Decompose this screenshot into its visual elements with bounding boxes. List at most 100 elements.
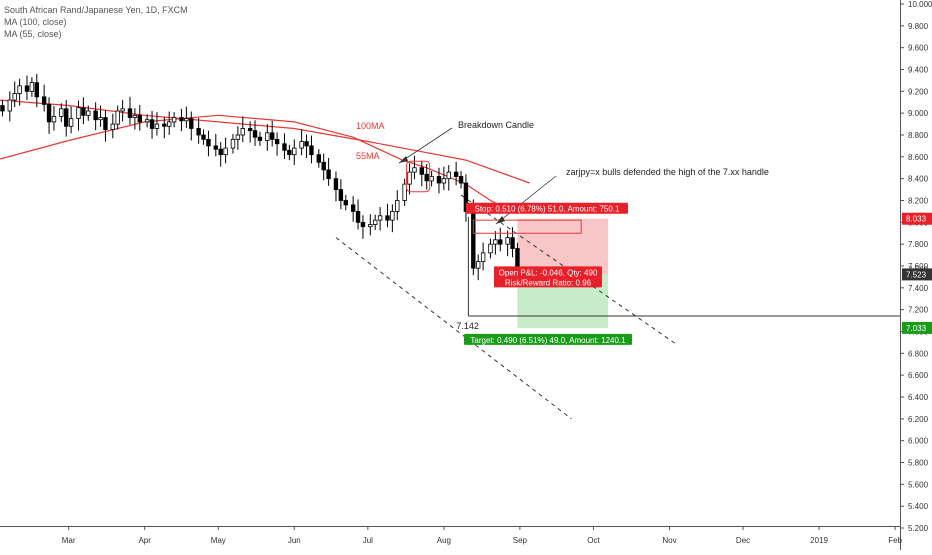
candle[interactable] bbox=[184, 118, 189, 122]
stop-badge-bg[interactable] bbox=[466, 202, 628, 214]
candle[interactable] bbox=[304, 141, 309, 147]
target-price-marker-bg[interactable] bbox=[902, 321, 932, 334]
candle[interactable] bbox=[480, 252, 486, 263]
candle[interactable] bbox=[316, 154, 322, 163]
candle[interactable] bbox=[493, 239, 498, 245]
candle[interactable] bbox=[402, 183, 407, 201]
candle[interactable] bbox=[7, 99, 13, 112]
candle[interactable] bbox=[510, 237, 515, 249]
ma55-legend[interactable]: MA (55, close) bbox=[4, 29, 62, 39]
candle[interactable] bbox=[120, 108, 125, 112]
candle[interactable] bbox=[17, 85, 22, 94]
candle[interactable] bbox=[127, 108, 133, 118]
candle[interactable] bbox=[265, 132, 270, 141]
candle[interactable] bbox=[34, 82, 39, 98]
candle[interactable] bbox=[86, 110, 91, 116]
candle[interactable] bbox=[299, 141, 304, 149]
candle[interactable] bbox=[257, 136, 263, 141]
candle[interactable] bbox=[144, 119, 150, 123]
ma55-line[interactable] bbox=[0, 114, 518, 215]
candle[interactable] bbox=[343, 200, 348, 206]
candle[interactable] bbox=[59, 108, 64, 117]
pnl-badge-bg[interactable] bbox=[494, 266, 602, 288]
candle[interactable] bbox=[24, 85, 30, 92]
candle[interactable] bbox=[93, 110, 98, 121]
candle[interactable] bbox=[338, 189, 344, 201]
candle[interactable] bbox=[64, 108, 69, 127]
candle[interactable] bbox=[235, 134, 241, 140]
candle[interactable] bbox=[171, 117, 177, 123]
candle[interactable] bbox=[252, 130, 258, 138]
candle[interactable] bbox=[167, 121, 172, 127]
candle[interactable] bbox=[282, 143, 287, 151]
candle[interactable] bbox=[76, 107, 81, 120]
candle[interactable] bbox=[51, 116, 57, 123]
candle[interactable] bbox=[412, 167, 417, 173]
candle[interactable] bbox=[196, 128, 201, 136]
candle[interactable] bbox=[270, 132, 275, 140]
candle[interactable] bbox=[498, 239, 503, 245]
candle[interactable] bbox=[395, 200, 400, 212]
candle[interactable] bbox=[333, 178, 339, 190]
candle[interactable] bbox=[463, 182, 469, 212]
candle[interactable] bbox=[137, 114, 142, 123]
candle[interactable] bbox=[419, 167, 424, 175]
trendline[interactable] bbox=[335, 237, 572, 420]
candle[interactable] bbox=[377, 215, 383, 221]
candle[interactable] bbox=[213, 145, 219, 150]
candle[interactable] bbox=[154, 123, 160, 129]
candle[interactable] bbox=[436, 176, 442, 184]
candle[interactable] bbox=[68, 118, 74, 127]
candle[interactable] bbox=[41, 96, 47, 105]
candle[interactable] bbox=[240, 128, 245, 136]
candle[interactable] bbox=[350, 204, 356, 212]
candle[interactable] bbox=[179, 117, 184, 122]
resistance-box[interactable] bbox=[472, 219, 582, 234]
candle[interactable] bbox=[0, 105, 5, 112]
candle[interactable] bbox=[441, 178, 447, 184]
candle[interactable] bbox=[230, 138, 236, 149]
candle[interactable] bbox=[488, 243, 493, 254]
symbol-title[interactable]: South African Rand/Japanese Yen, 1D, FXC… bbox=[4, 5, 188, 15]
stop-price-marker-bg[interactable] bbox=[902, 212, 932, 225]
candle[interactable] bbox=[373, 219, 378, 225]
candle[interactable] bbox=[218, 148, 223, 156]
candle[interactable] bbox=[98, 117, 103, 121]
candle[interactable] bbox=[453, 171, 459, 177]
candle[interactable] bbox=[292, 147, 297, 156]
candle[interactable] bbox=[103, 117, 108, 130]
candle[interactable] bbox=[81, 107, 86, 116]
candle[interactable] bbox=[189, 118, 194, 129]
candle[interactable] bbox=[206, 138, 211, 147]
candle[interactable] bbox=[429, 176, 434, 182]
candle[interactable] bbox=[162, 123, 167, 127]
candle[interactable] bbox=[110, 123, 116, 130]
candle[interactable] bbox=[321, 161, 326, 171]
candle[interactable] bbox=[12, 93, 17, 101]
candle[interactable] bbox=[247, 128, 253, 132]
candle[interactable] bbox=[115, 110, 120, 125]
breakdown-highlight[interactable] bbox=[406, 160, 431, 193]
candle[interactable] bbox=[287, 149, 292, 156]
candle[interactable] bbox=[46, 104, 52, 123]
candle[interactable] bbox=[360, 221, 366, 228]
candle[interactable] bbox=[132, 114, 138, 118]
candle[interactable] bbox=[390, 211, 395, 221]
candle[interactable] bbox=[505, 237, 510, 245]
candle[interactable] bbox=[201, 134, 206, 140]
candle[interactable] bbox=[446, 171, 451, 180]
candle[interactable] bbox=[274, 138, 280, 145]
candle[interactable] bbox=[407, 171, 412, 185]
candle[interactable] bbox=[368, 224, 373, 228]
candle[interactable] bbox=[476, 261, 481, 269]
stop-zone[interactable] bbox=[517, 218, 609, 275]
target-badge-bg[interactable] bbox=[464, 333, 632, 345]
candle[interactable] bbox=[309, 145, 314, 156]
ma100-legend[interactable]: MA (100, close) bbox=[4, 17, 67, 27]
candle[interactable] bbox=[385, 215, 390, 221]
candle[interactable] bbox=[424, 173, 429, 182]
entry-price-marker-bg[interactable] bbox=[902, 268, 932, 281]
candle[interactable] bbox=[223, 147, 228, 156]
candle[interactable] bbox=[355, 211, 361, 223]
